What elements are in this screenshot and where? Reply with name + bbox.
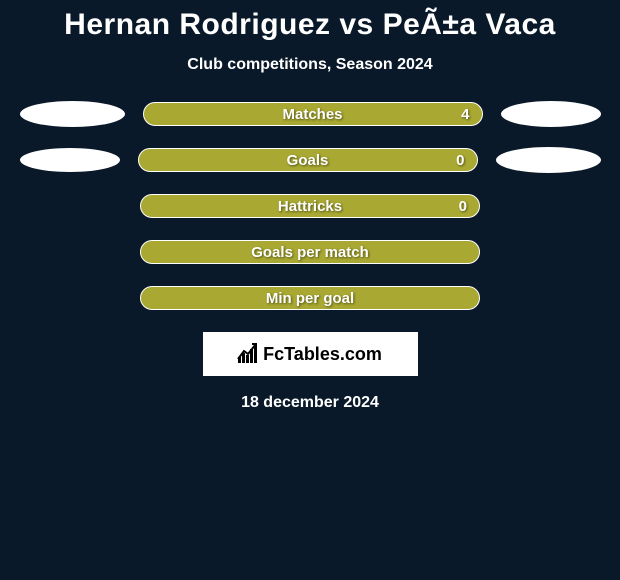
left-ellipse: [20, 101, 125, 127]
stat-label: Min per goal: [266, 290, 354, 307]
left-ellipse: [20, 148, 120, 172]
stat-label: Goals per match: [251, 244, 369, 261]
stat-value: 4: [461, 106, 469, 123]
branding-box: FcTables.com: [203, 332, 418, 376]
stat-value: 0: [459, 198, 467, 215]
comparison-title: Hernan Rodriguez vs PeÃ±a Vaca: [0, 8, 620, 42]
stat-row: Matches 4: [10, 102, 610, 126]
stat-value: 0: [456, 152, 464, 169]
stat-row: Min per goal: [10, 286, 610, 310]
stat-bar: Min per goal: [140, 286, 480, 310]
stat-row: Goals 0: [10, 148, 610, 172]
stat-bar: Hattricks 0: [140, 194, 480, 218]
stat-label: Matches: [282, 106, 342, 123]
right-ellipse: [501, 101, 601, 127]
stat-row: Goals per match: [10, 240, 610, 264]
chart-icon: [238, 345, 257, 363]
stat-bar: Goals per match: [140, 240, 480, 264]
stat-label: Hattricks: [278, 198, 342, 215]
brand-text: FcTables.com: [263, 344, 382, 365]
stat-row: Hattricks 0: [10, 194, 610, 218]
stat-bar: Matches 4: [143, 102, 483, 126]
stats-container: Matches 4 Goals 0 Hattricks 0 Goals per match M…: [0, 102, 620, 310]
stat-bar: Goals 0: [138, 148, 478, 172]
comparison-subtitle: Club competitions, Season 2024: [0, 56, 620, 74]
date-label: 18 december 2024: [0, 394, 620, 412]
stat-label: Goals: [287, 152, 329, 169]
right-ellipse: [496, 147, 601, 173]
